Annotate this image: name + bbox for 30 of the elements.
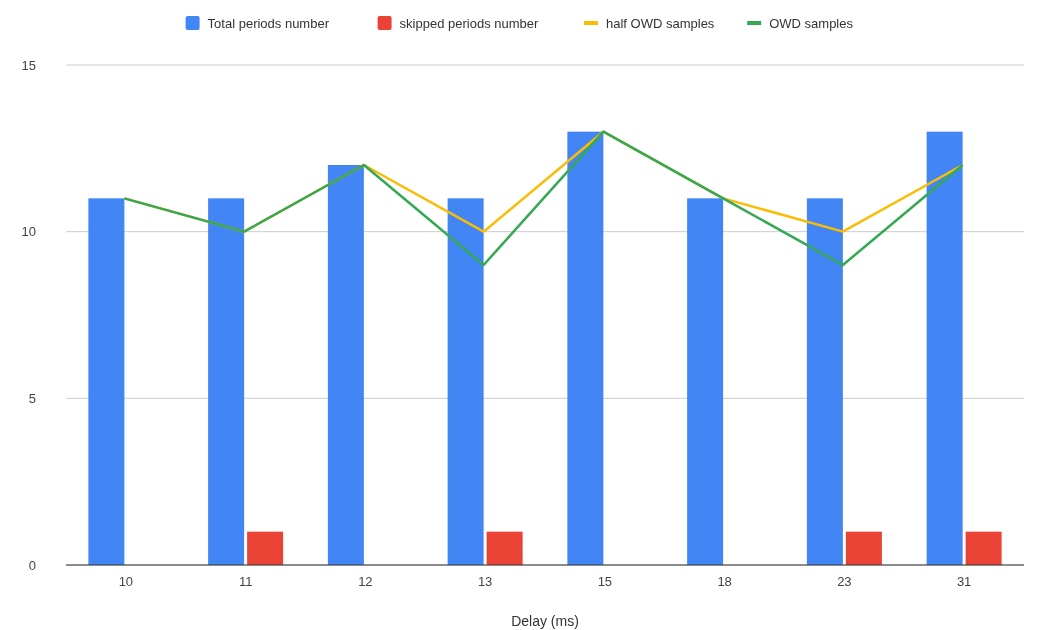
x-tick-label: 15	[597, 574, 613, 589]
y-tick-label: 10	[21, 224, 36, 240]
legend-label: Total periods number	[207, 15, 330, 31]
y-tick-label: 0	[28, 557, 36, 573]
y-tick-label: 5	[28, 390, 36, 406]
bar	[486, 531, 523, 565]
line-series	[123, 130, 964, 267]
bar	[327, 165, 364, 565]
legend-label: half OWD samples	[606, 15, 715, 31]
bar	[247, 531, 284, 565]
legend-label: OWD samples	[769, 15, 854, 31]
x-tick-label: 18	[717, 574, 732, 589]
y-tick-label: 15	[21, 57, 36, 73]
x-tick-label: 10	[118, 574, 134, 589]
bar	[687, 198, 724, 565]
x-tick-label: 31	[956, 574, 972, 589]
bar	[926, 131, 963, 565]
bar	[567, 131, 604, 565]
bar	[845, 531, 882, 565]
bar	[447, 198, 484, 565]
bar	[806, 198, 843, 565]
x-tick-label: 12	[358, 574, 373, 589]
bar	[88, 198, 125, 565]
bar	[965, 531, 1002, 565]
x-tick-label: 11	[238, 574, 253, 589]
x-axis-title: Delay (ms)	[511, 613, 579, 629]
bar	[208, 198, 245, 565]
legend-label: skipped periods number	[399, 15, 540, 31]
x-tick-label: 13	[477, 574, 493, 589]
x-tick-label: 23	[837, 574, 852, 589]
